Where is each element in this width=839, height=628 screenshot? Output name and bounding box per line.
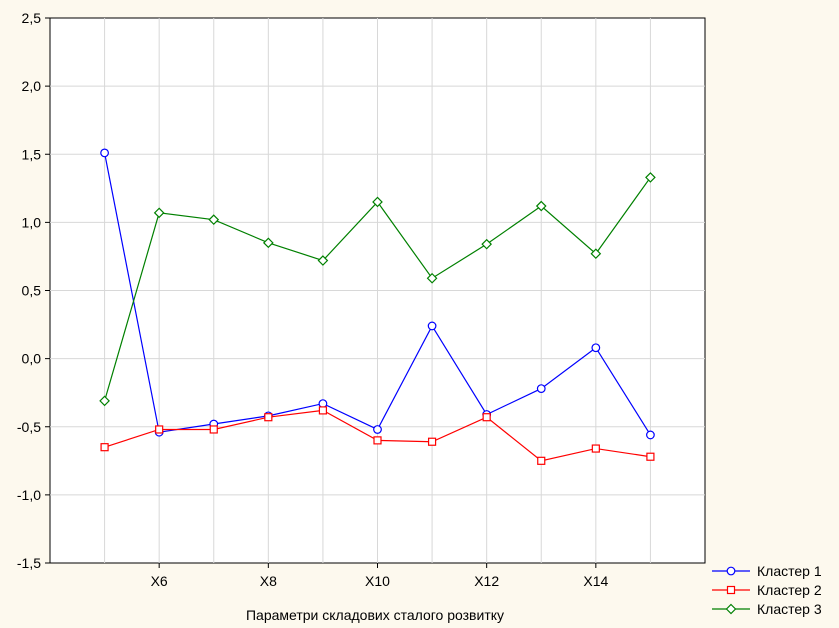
y-tick-label: 0,5 — [22, 283, 42, 299]
y-tick-label: -1,5 — [17, 555, 41, 571]
data-point — [646, 452, 655, 461]
x-tick-label: X8 — [260, 573, 277, 589]
data-point — [318, 399, 328, 408]
data-point — [537, 456, 546, 465]
data-point — [155, 425, 164, 434]
data-point — [591, 343, 601, 353]
y-tick-label: -1,0 — [17, 487, 41, 503]
y-tick-label: 1,0 — [22, 214, 42, 230]
legend-label: Кластер 1 — [757, 563, 822, 579]
data-point — [427, 321, 437, 331]
y-tick-label: 0,0 — [22, 351, 42, 367]
legend-item: Кластер 3 — [712, 601, 822, 617]
x-tick-label: X12 — [474, 573, 499, 589]
data-point — [373, 436, 382, 445]
legend: Кластер 1 Кластер 2 Кластер 3 — [712, 563, 822, 617]
legend-marker — [726, 585, 736, 595]
data-point — [481, 238, 493, 250]
legend-label: Кластер 2 — [757, 582, 822, 598]
data-point — [426, 272, 438, 284]
data-point — [317, 255, 329, 266]
series-2 — [100, 406, 655, 465]
data-point — [100, 148, 109, 158]
series-group — [99, 148, 656, 465]
data-point — [591, 444, 600, 453]
data-point — [645, 172, 656, 183]
data-point — [372, 196, 383, 208]
x-tick-label: X14 — [583, 573, 608, 589]
data-point — [590, 248, 602, 260]
x-tick-label: X6 — [151, 573, 168, 589]
x-axis-title: Параметри складових сталого розвитку — [246, 607, 504, 623]
data-point — [482, 413, 491, 422]
y-tick-label: 2,5 — [22, 10, 42, 26]
data-point — [100, 443, 109, 452]
data-point — [318, 406, 328, 415]
x-tick-label: X10 — [365, 573, 390, 589]
legend-marker — [726, 566, 736, 576]
data-point — [264, 413, 273, 422]
data-point — [535, 200, 547, 212]
axes: -1,5 -1,0 -0,5 0,0 0,5 1,0 1,5 2,0 2,5 X6 X8 X10 X12… — [17, 10, 609, 589]
data-point — [209, 425, 218, 434]
data-point — [99, 395, 110, 407]
data-point — [208, 214, 220, 225]
data-point — [427, 437, 437, 446]
data-point — [373, 425, 382, 434]
series-3 — [99, 172, 656, 407]
legend-marker — [725, 603, 737, 615]
data-point — [536, 384, 546, 394]
data-point — [153, 207, 165, 219]
legend-item: Кластер 2 — [712, 582, 822, 598]
data-point — [646, 430, 655, 440]
y-tick-label: 1,5 — [22, 146, 42, 162]
y-tick-label: -0,5 — [17, 419, 41, 435]
legend-label: Кластер 3 — [757, 601, 822, 617]
y-tick-label: 2,0 — [22, 78, 42, 94]
data-point — [262, 237, 274, 249]
legend-item: Кластер 1 — [712, 563, 822, 579]
